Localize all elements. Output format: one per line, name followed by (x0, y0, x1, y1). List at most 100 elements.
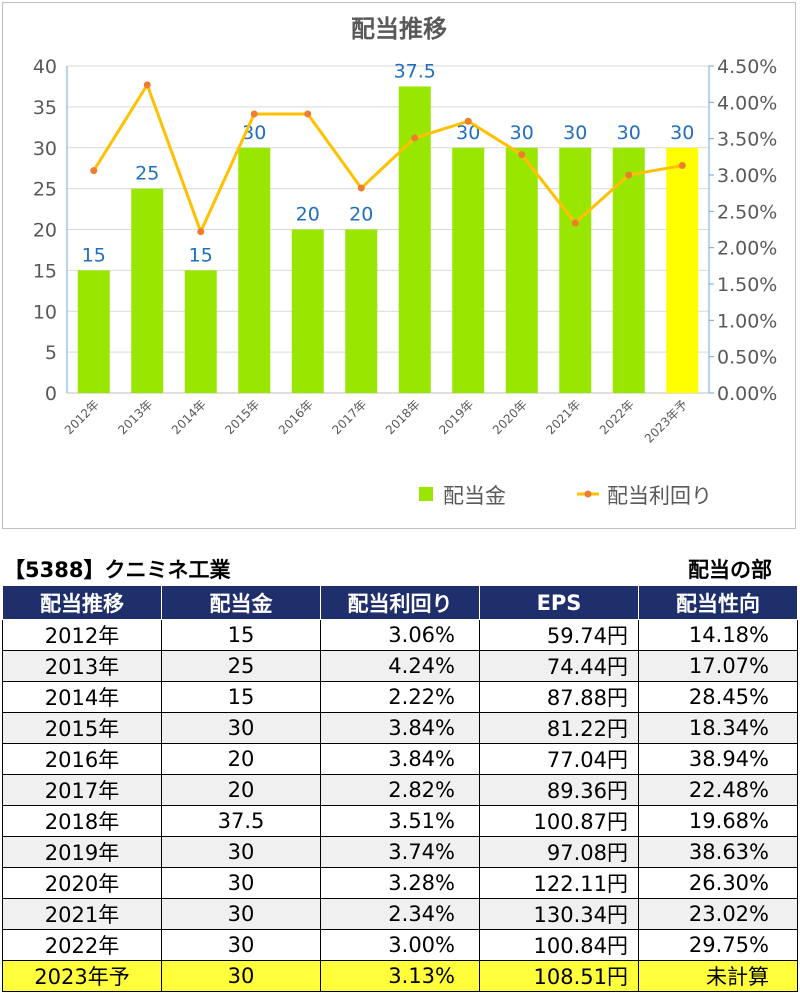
x-category-label: 2018年 (383, 397, 423, 437)
cell-dividend: 37.5 (161, 805, 321, 837)
y-left-tick-label: 20 (33, 220, 57, 242)
y-right-tick-label: 4.00% (717, 92, 777, 114)
yield-point (357, 184, 365, 192)
table-row: 2020年 30 3.28% 122.11円 26.30% (2, 867, 798, 899)
cell-yield: 3.84% (320, 712, 480, 744)
bar-data-label: 30 (617, 122, 641, 144)
cell-yield: 3.13% (320, 960, 480, 992)
header-dividend: 配当金 (161, 585, 321, 620)
cell-eps: 59.74円 (479, 619, 639, 651)
x-category-label: 2019年 (436, 397, 476, 437)
yield-point (464, 117, 472, 125)
bar-data-label: 30 (670, 122, 694, 144)
bar-data-label: 25 (135, 163, 159, 185)
cell-yield: 3.06% (320, 619, 480, 651)
section-caption: 配当の部 (688, 558, 772, 582)
table-row: 2019年 30 3.74% 97.08円 38.63% (2, 836, 798, 868)
cell-year: 2017年 (2, 774, 162, 806)
legend-line-label: 配当利回り (607, 484, 712, 508)
cell-year: 2012年 (2, 619, 162, 651)
cell-payout-ratio: 38.94% (638, 743, 798, 775)
cell-eps: 89.36円 (479, 774, 639, 806)
x-category-label: 2013年 (115, 397, 155, 437)
bar-data-label: 30 (456, 122, 480, 144)
cell-payout-ratio: 28.45% (638, 681, 798, 713)
yield-point (625, 171, 633, 179)
cell-eps: 108.51円 (479, 960, 639, 992)
cell-yield: 3.74% (320, 836, 480, 868)
yield-point (571, 219, 579, 227)
cell-payout-ratio: 14.18% (638, 619, 798, 651)
x-category-label: 2021年 (543, 397, 583, 437)
cell-payout-ratio: 未計算 (638, 960, 798, 992)
bar (398, 86, 431, 393)
y-left-tick-label: 25 (33, 179, 57, 201)
bar (345, 229, 378, 393)
yield-point (518, 151, 526, 159)
cell-dividend: 30 (161, 960, 321, 992)
table-row: 2021年 30 2.34% 130.34円 23.02% (2, 898, 798, 930)
y-left-tick-label: 40 (33, 56, 57, 78)
yield-point (90, 167, 98, 175)
table-row: 2015年 30 3.84% 81.22円 18.34% (2, 712, 798, 744)
y-right-tick-label: 2.50% (717, 201, 777, 223)
table-row: 2016年 20 3.84% 77.04円 38.94% (2, 743, 798, 775)
bar (612, 147, 645, 393)
bar (666, 147, 699, 393)
dividend-table: 配当推移 配当金 配当利回り EPS 配当性向 2012年 15 3.06% 59.7… (2, 585, 798, 992)
cell-year: 2013年 (2, 650, 162, 682)
legend-line-marker (584, 490, 592, 498)
cell-dividend: 30 (161, 898, 321, 930)
bar (505, 147, 538, 393)
y-left-tick-label: 10 (33, 301, 57, 323)
cell-eps: 122.11円 (479, 867, 639, 899)
x-category-label: 2014年 (169, 397, 209, 437)
x-category-label: 2017年 (329, 397, 369, 437)
x-category-label: 2023年予 (642, 397, 690, 445)
cell-yield: 2.22% (320, 681, 480, 713)
bar (452, 147, 485, 393)
cell-dividend: 30 (161, 836, 321, 868)
x-category-label: 2022年 (597, 397, 637, 437)
bar (559, 147, 592, 393)
chart-panel: 配当推移 0 5 10 15 20 25 30 35 40 0.00% 0.50% 1.00% 1.50%… (2, 2, 796, 529)
yield-point (304, 110, 312, 118)
cell-payout-ratio: 23.02% (638, 898, 798, 930)
cell-yield: 3.84% (320, 743, 480, 775)
yield-point (143, 81, 151, 89)
cell-dividend: 30 (161, 929, 321, 961)
dividend-chart: 配当推移 0 5 10 15 20 25 30 35 40 0.00% 0.50% 1.00% 1.50%… (33, 15, 778, 508)
x-category-label: 2015年 (222, 397, 262, 437)
cell-eps: 81.22円 (479, 712, 639, 744)
bar (291, 229, 324, 393)
y-right-tick-label: 4.50% (717, 56, 777, 78)
legend-bar-swatch (419, 487, 433, 501)
table-header-row: 配当推移 配当金 配当利回り EPS 配当性向 (2, 585, 798, 620)
cell-dividend: 15 (161, 619, 321, 651)
x-category-label: 2016年 (276, 397, 316, 437)
cell-payout-ratio: 26.30% (638, 867, 798, 899)
cell-payout-ratio: 38.63% (638, 836, 798, 868)
cell-payout-ratio: 18.34% (638, 712, 798, 744)
y-left-tick-label: 0 (45, 383, 57, 405)
bar-data-label: 37.5 (394, 60, 436, 82)
y-left-tick-label: 30 (33, 138, 57, 160)
x-category-label: 2012年 (62, 397, 102, 437)
cell-yield: 3.51% (320, 805, 480, 837)
cell-dividend: 30 (161, 867, 321, 899)
bar (131, 188, 164, 393)
yield-point (250, 110, 258, 118)
bar-data-label: 15 (189, 244, 213, 266)
legend-bar-label: 配当金 (443, 484, 506, 508)
header-year: 配当推移 (2, 585, 162, 620)
cell-year: 2019年 (2, 836, 162, 868)
table-row: 2013年 25 4.24% 74.44円 17.07% (2, 650, 798, 682)
cell-eps: 100.84円 (479, 929, 639, 961)
cell-eps: 77.04円 (479, 743, 639, 775)
cell-yield: 3.00% (320, 929, 480, 961)
table-row: 2018年 37.5 3.51% 100.87円 19.68% (2, 805, 798, 837)
y-right-tick-label: 0.00% (717, 383, 777, 405)
bar-data-label: 30 (563, 122, 587, 144)
y-left-tick-label: 35 (33, 97, 57, 119)
y-right-tick-label: 3.00% (717, 165, 777, 187)
